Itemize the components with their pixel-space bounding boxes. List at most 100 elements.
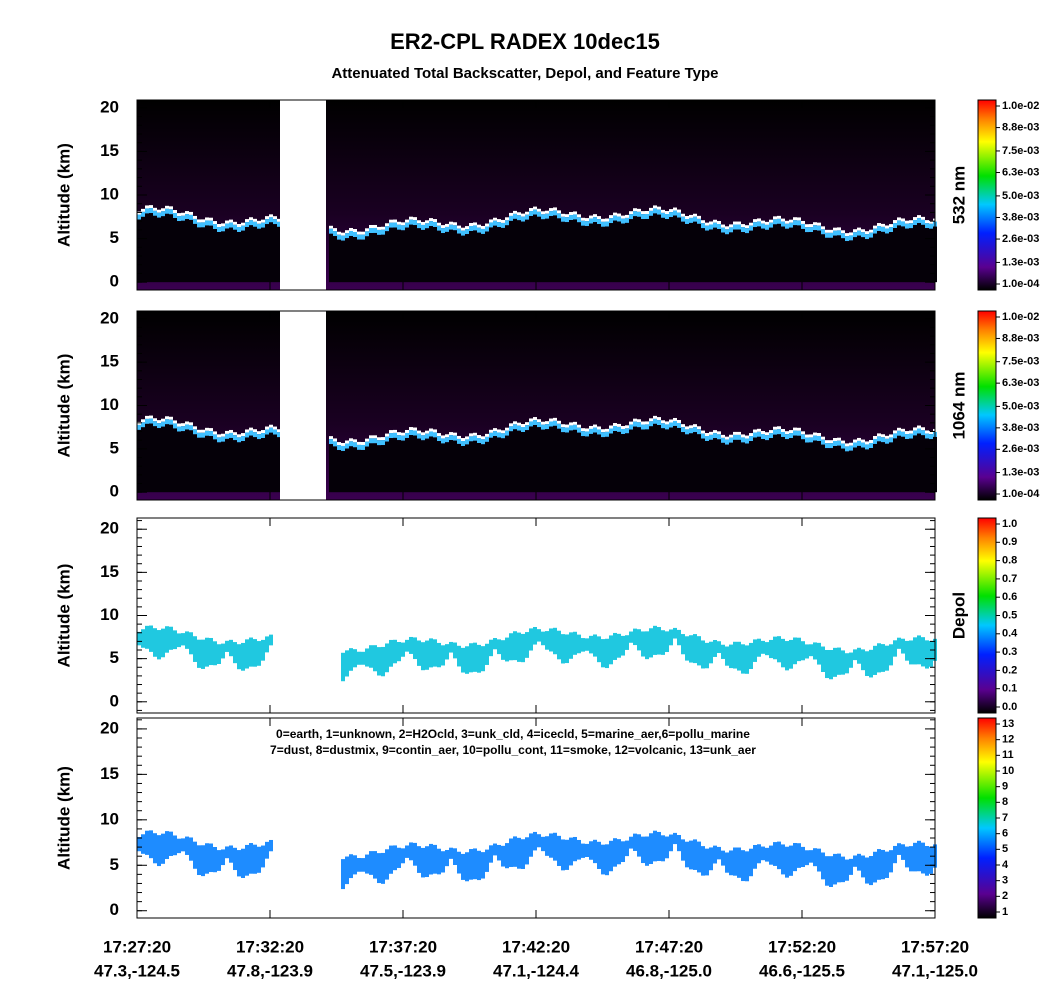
cloud-top xyxy=(353,439,357,443)
cloud-layer xyxy=(341,652,345,682)
cloud-top xyxy=(269,424,273,428)
cloud-shadow xyxy=(477,443,481,493)
cloud-edge xyxy=(461,441,465,447)
cloud-top xyxy=(341,442,345,446)
cloud-top xyxy=(445,223,449,227)
cloud-layer xyxy=(601,639,605,668)
cloud-shadow xyxy=(577,222,581,283)
y-tick-label: 0 xyxy=(110,272,119,291)
y-tick-label: 20 xyxy=(100,519,119,538)
cloud-layer xyxy=(577,839,581,860)
cloud-shadow xyxy=(749,441,753,493)
cloud-layer xyxy=(569,837,573,866)
cloud-shadow xyxy=(501,227,505,283)
cloud-layer xyxy=(433,639,437,667)
cloud-shadow xyxy=(465,444,469,493)
cloud-shadow xyxy=(557,428,561,493)
cloud-top xyxy=(153,418,157,422)
cloud-top xyxy=(641,421,645,425)
cloud-edge xyxy=(213,224,217,230)
cloud-top xyxy=(749,222,753,226)
cloud-layer xyxy=(881,644,885,672)
cloud-top xyxy=(413,217,417,221)
colorbar-label: 6 xyxy=(1002,828,1008,840)
cloud-shadow xyxy=(785,228,789,283)
cloud-top xyxy=(577,424,581,428)
cloud-layer xyxy=(437,642,441,668)
cloud-shadow xyxy=(185,429,189,493)
cloud-shadow xyxy=(893,438,897,493)
cloud-top xyxy=(597,426,601,430)
cloud-top xyxy=(373,435,377,439)
cloud-top xyxy=(713,219,717,223)
cloud-top xyxy=(585,218,589,222)
cloud-shadow xyxy=(721,232,725,283)
cloud-top xyxy=(417,220,421,224)
cloud-edge xyxy=(917,428,921,434)
cloud-top xyxy=(261,219,265,223)
cloud-top xyxy=(737,431,741,435)
cloud-shadow xyxy=(565,432,569,493)
cloud-top xyxy=(613,212,617,216)
cloud-top xyxy=(765,432,769,436)
cloud-shadow xyxy=(389,227,393,283)
cloud-layer xyxy=(261,845,265,868)
cloud-layer xyxy=(413,842,417,866)
cloud-shadow xyxy=(193,223,197,283)
cloud-top xyxy=(865,441,869,445)
cloud-shadow xyxy=(261,227,265,283)
cloud-edge xyxy=(549,211,553,217)
cloud-layer xyxy=(665,836,669,859)
cloud-layer xyxy=(213,641,217,666)
cloud-layer xyxy=(821,646,825,672)
cloud-top xyxy=(641,211,645,215)
cloud-shadow xyxy=(445,442,449,493)
cloud-shadow xyxy=(145,213,149,283)
cloud-top xyxy=(845,233,849,237)
cloud-shadow xyxy=(805,442,809,493)
cloud-top xyxy=(773,216,777,220)
cloud-top xyxy=(853,229,857,233)
cloud-top xyxy=(609,425,613,429)
cloud-top xyxy=(793,427,797,431)
cloud-shadow xyxy=(373,443,377,493)
cloud-layer xyxy=(373,851,377,879)
cloud-top xyxy=(765,221,769,225)
colorbar-title: 532 nm xyxy=(949,166,968,225)
cloud-shadow xyxy=(517,430,521,493)
cloud-edge xyxy=(829,232,833,238)
cloud-top xyxy=(873,225,877,229)
cloud-edge xyxy=(345,233,349,239)
cloud-edge xyxy=(377,229,381,235)
cloud-layer xyxy=(165,626,169,653)
cloud-shadow xyxy=(857,235,861,283)
cloud-edge xyxy=(357,444,361,450)
cloud-top xyxy=(573,421,577,425)
cloud-layer xyxy=(377,647,381,676)
cloud-layer xyxy=(669,629,673,646)
cloud-layer xyxy=(145,830,149,855)
cloud-edge xyxy=(413,430,417,436)
cloud-top xyxy=(857,437,861,441)
cloud-shadow xyxy=(753,227,757,283)
cloud-edge xyxy=(261,433,265,439)
cloud-layer xyxy=(453,642,457,659)
y-tick-label: 10 xyxy=(100,395,119,414)
cloud-shadow xyxy=(561,432,565,493)
cloud-top xyxy=(265,426,269,430)
cloud-shadow xyxy=(457,443,461,493)
cloud-shadow xyxy=(929,228,933,283)
cloud-shadow xyxy=(169,424,173,493)
cloud-shadow xyxy=(625,433,629,493)
cloud-edge xyxy=(141,422,145,428)
cloud-top xyxy=(909,430,913,434)
y-axis-label: Altitude (km) xyxy=(54,766,73,870)
cloud-layer xyxy=(529,628,533,651)
cloud-top xyxy=(473,432,477,436)
cloud-layer xyxy=(821,852,825,880)
cloud-edge xyxy=(785,434,789,440)
cloud-edge xyxy=(357,234,361,240)
cloud-layer xyxy=(729,644,733,669)
cloud-top xyxy=(833,227,837,231)
